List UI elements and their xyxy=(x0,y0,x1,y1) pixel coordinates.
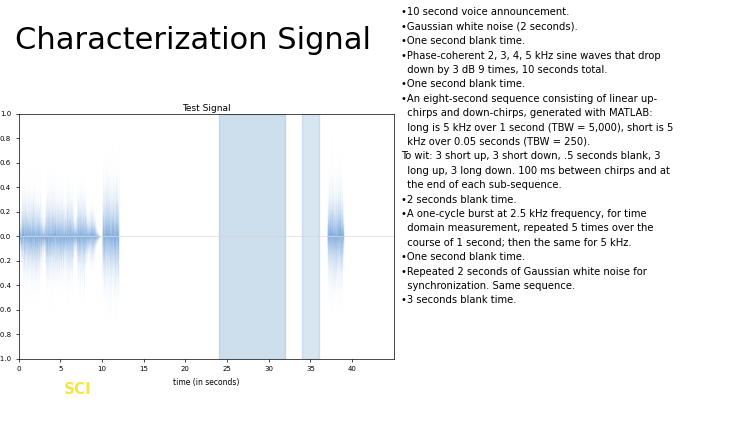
Text: •10 second voice announcement.
•Gaussian white noise (2 seconds).
•One second bl: •10 second voice announcement. •Gaussian… xyxy=(401,7,674,306)
Text: http://hamsci.org: http://hamsci.org xyxy=(39,402,111,411)
Text: SCI: SCI xyxy=(64,381,92,397)
Text: ◁: ◁ xyxy=(352,113,361,122)
X-axis label: time (in seconds): time (in seconds) xyxy=(173,378,239,387)
Bar xyxy=(302,114,319,359)
Bar xyxy=(219,114,286,359)
Text: Ham: Ham xyxy=(25,381,64,397)
Title: Test Signal: Test Signal xyxy=(182,104,230,113)
Text: Characterization Signal: Characterization Signal xyxy=(15,26,371,55)
Text: kd8oxt@case.edu: kd8oxt@case.edu xyxy=(533,386,712,403)
